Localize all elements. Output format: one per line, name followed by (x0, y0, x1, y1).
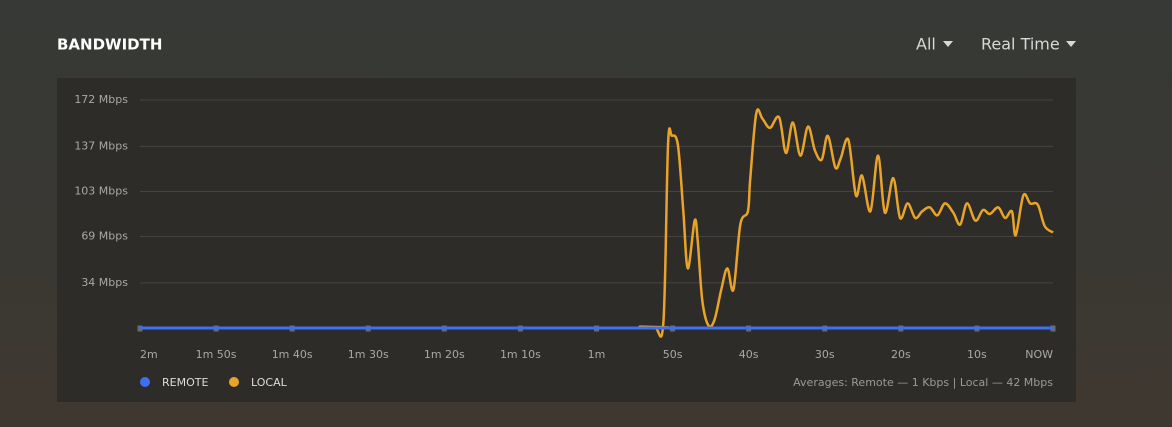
y-tick-label: 137 Mbps (74, 139, 128, 152)
filter-dropdown[interactable]: All (916, 35, 953, 54)
x-tick-label: 1m 20s (424, 348, 465, 361)
x-tick-label: 30s (815, 348, 835, 361)
dropdown-arrow[interactable] (943, 41, 953, 47)
x-tick-label: 1m 50s (196, 348, 237, 361)
legend-dot (229, 377, 239, 387)
legend-label: REMOTE (162, 376, 208, 389)
y-tick-label: 34 Mbps (81, 276, 128, 289)
legend-dot (140, 377, 150, 387)
chart-area (57, 78, 1076, 402)
x-tick-label: NOW (1025, 348, 1053, 361)
legend-label: LOCAL (251, 376, 288, 389)
data-line (139, 108, 1054, 338)
x-tick-label: 1m (588, 348, 606, 361)
dropdown-arrow[interactable] (1066, 41, 1076, 47)
x-tick-label: 2m (140, 348, 158, 361)
x-tick-label: 10s (967, 348, 987, 361)
y-tick-label: 103 Mbps (74, 184, 128, 197)
x-tick-label: 1m 10s (500, 348, 541, 361)
x-tick-label: 20s (891, 348, 911, 361)
averages-note: Averages: Remote — 1 Kbps | Local — 42 M… (793, 376, 1053, 389)
filter-label[interactable]: All (916, 35, 936, 54)
x-tick-label: 40s (739, 348, 759, 361)
chart-title: BANDWIDTH (57, 36, 162, 54)
x-tick-label: 50s (663, 348, 683, 361)
x-tick-label: 1m 30s (348, 348, 389, 361)
x-tick-label: 1m 40s (272, 348, 313, 361)
range-dropdown[interactable]: Real Time (981, 35, 1076, 54)
y-tick-label: 172 Mbps (74, 93, 128, 106)
y-tick-label: 69 Mbps (81, 230, 128, 243)
range-label[interactable]: Real Time (981, 35, 1060, 54)
